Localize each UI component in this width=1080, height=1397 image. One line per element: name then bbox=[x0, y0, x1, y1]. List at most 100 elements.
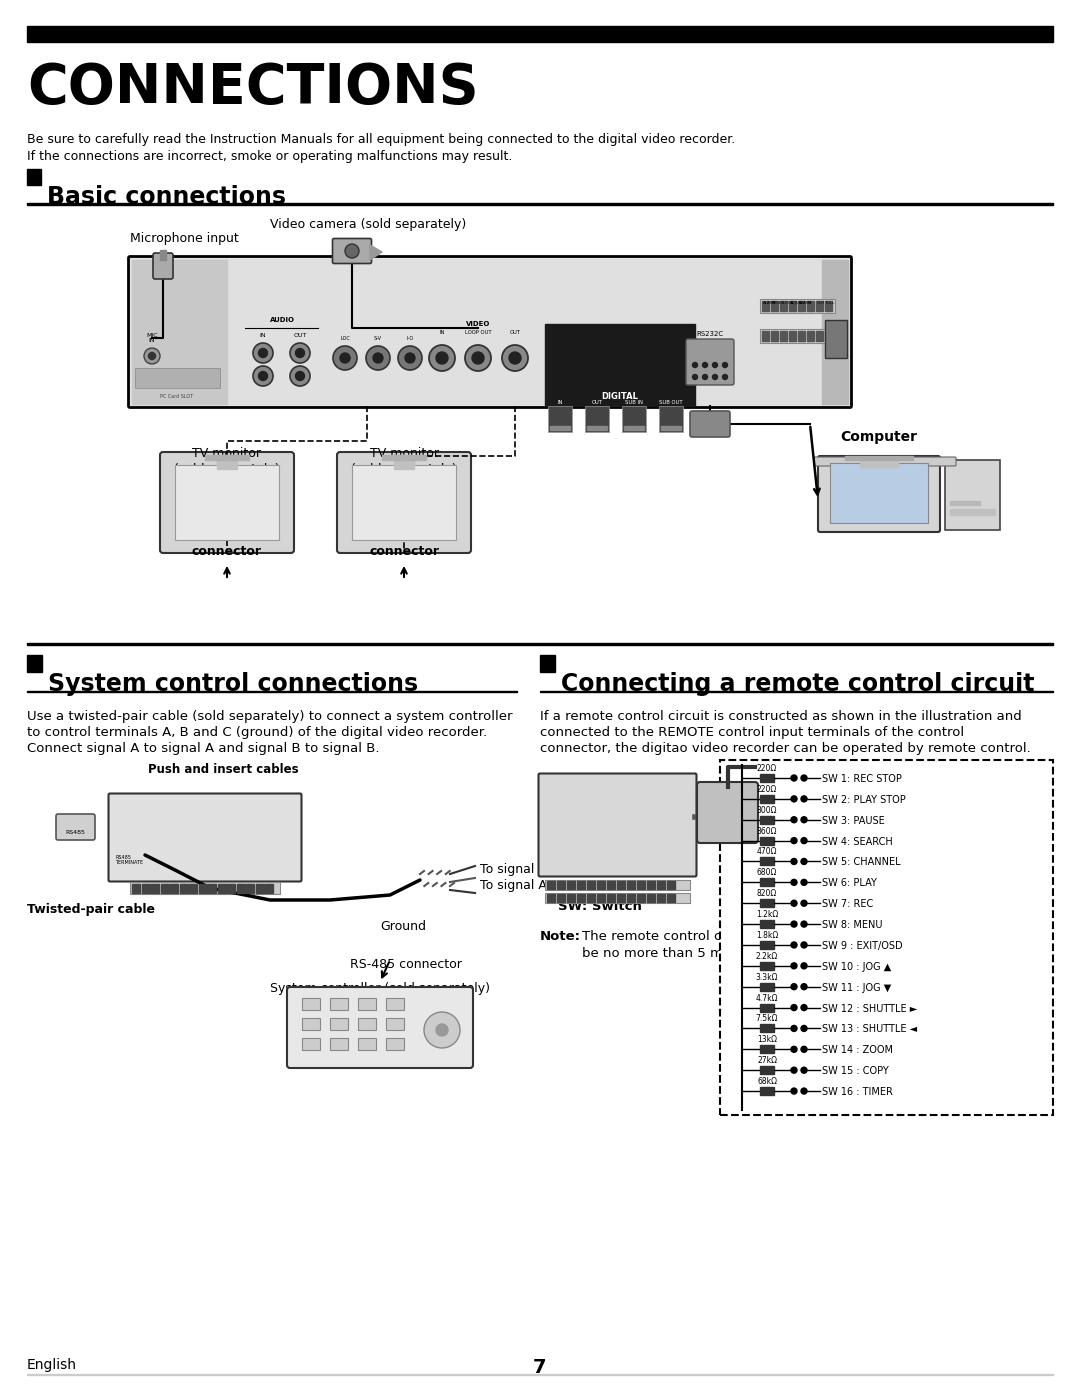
Text: 220Ω: 220Ω bbox=[757, 764, 778, 773]
Circle shape bbox=[791, 1004, 797, 1010]
Text: OUT: OUT bbox=[592, 400, 603, 405]
Bar bbox=[352, 465, 456, 541]
FancyBboxPatch shape bbox=[690, 411, 730, 437]
Bar bbox=[760, 879, 774, 886]
Bar bbox=[540, 690, 1053, 692]
Circle shape bbox=[801, 1025, 807, 1031]
Circle shape bbox=[791, 817, 797, 823]
Bar bbox=[208, 884, 216, 893]
FancyBboxPatch shape bbox=[686, 339, 734, 386]
Text: 1.8kΩ: 1.8kΩ bbox=[756, 930, 778, 940]
Text: SUB OUT: SUB OUT bbox=[659, 400, 683, 405]
Text: 300Ω: 300Ω bbox=[757, 806, 778, 814]
Circle shape bbox=[791, 963, 797, 970]
Text: RS232C: RS232C bbox=[697, 331, 724, 337]
Bar bbox=[789, 300, 796, 312]
Circle shape bbox=[801, 817, 807, 823]
Text: ALARM: ALARM bbox=[762, 300, 777, 305]
Bar bbox=[588, 894, 595, 902]
Text: IN: IN bbox=[440, 330, 445, 335]
Bar bbox=[627, 894, 635, 902]
Bar bbox=[667, 894, 675, 902]
Text: DIGITAL: DIGITAL bbox=[602, 393, 638, 401]
Circle shape bbox=[801, 1088, 807, 1094]
Bar bbox=[567, 882, 575, 888]
Bar bbox=[141, 884, 149, 893]
Bar bbox=[175, 465, 279, 541]
Bar bbox=[302, 1018, 320, 1030]
Circle shape bbox=[702, 374, 707, 380]
Bar bbox=[657, 894, 665, 902]
Bar bbox=[545, 324, 696, 407]
Bar bbox=[386, 997, 404, 1010]
Bar bbox=[816, 331, 823, 341]
Bar bbox=[798, 300, 805, 312]
Bar bbox=[132, 260, 227, 404]
Text: FULL: FULL bbox=[826, 300, 835, 305]
Circle shape bbox=[801, 1067, 807, 1073]
Bar bbox=[577, 894, 585, 902]
Bar bbox=[546, 894, 555, 902]
Text: Connect signal A to signal A and signal B to signal B.: Connect signal A to signal A and signal … bbox=[27, 742, 379, 754]
Text: System control connections: System control connections bbox=[48, 672, 418, 696]
Text: 32C: 32C bbox=[55, 820, 77, 830]
Circle shape bbox=[424, 1011, 460, 1048]
Text: SW 3: PAUSE: SW 3: PAUSE bbox=[822, 816, 885, 826]
Text: 360Ω: 360Ω bbox=[757, 827, 778, 835]
Bar bbox=[577, 882, 585, 888]
Text: SW 6: PLAY: SW 6: PLAY bbox=[822, 879, 877, 888]
Bar bbox=[760, 900, 774, 907]
Bar bbox=[330, 1038, 348, 1051]
Circle shape bbox=[791, 796, 797, 802]
Text: ADJUST: ADJUST bbox=[789, 300, 805, 305]
Circle shape bbox=[723, 374, 728, 380]
Bar bbox=[807, 331, 814, 341]
Bar bbox=[789, 331, 796, 341]
Text: 820Ω: 820Ω bbox=[757, 890, 778, 898]
Bar bbox=[762, 300, 769, 312]
Text: Twisted-pair cable: Twisted-pair cable bbox=[27, 902, 156, 916]
Bar bbox=[357, 1018, 376, 1030]
Bar bbox=[617, 882, 625, 888]
FancyBboxPatch shape bbox=[539, 774, 697, 876]
Bar bbox=[816, 300, 823, 312]
Bar bbox=[845, 455, 913, 460]
Circle shape bbox=[791, 775, 797, 781]
Circle shape bbox=[373, 353, 383, 363]
Bar bbox=[27, 169, 41, 184]
Bar bbox=[132, 884, 140, 893]
Bar bbox=[357, 1038, 376, 1051]
Bar bbox=[860, 460, 897, 467]
FancyBboxPatch shape bbox=[818, 455, 940, 532]
Bar bbox=[825, 320, 847, 358]
Text: PC Card SLOT: PC Card SLOT bbox=[160, 394, 193, 398]
Circle shape bbox=[436, 352, 448, 365]
Circle shape bbox=[149, 352, 156, 359]
Text: S-VIDEO IN
connector: S-VIDEO IN connector bbox=[189, 529, 265, 557]
Circle shape bbox=[723, 362, 728, 367]
Circle shape bbox=[509, 352, 521, 365]
Text: OUT: OUT bbox=[294, 332, 307, 338]
Text: SW 4: SEARCH: SW 4: SEARCH bbox=[822, 837, 893, 847]
Bar bbox=[588, 426, 607, 430]
Bar bbox=[760, 921, 774, 928]
Bar bbox=[760, 795, 774, 803]
Text: 3.3kΩ: 3.3kΩ bbox=[756, 972, 779, 982]
Text: If the connections are incorrect, smoke or operating malfunctions may result.: If the connections are incorrect, smoke … bbox=[27, 149, 512, 163]
Circle shape bbox=[366, 346, 390, 370]
Bar bbox=[720, 760, 1053, 1115]
Bar bbox=[567, 894, 575, 902]
Circle shape bbox=[791, 1025, 797, 1031]
Bar bbox=[771, 300, 778, 312]
Text: TV monitor
(sold separately): TV monitor (sold separately) bbox=[351, 447, 457, 476]
Text: VIDEO IN
connector: VIDEO IN connector bbox=[369, 529, 438, 557]
FancyBboxPatch shape bbox=[814, 457, 956, 467]
Bar bbox=[540, 655, 555, 672]
Text: RESET: RESET bbox=[772, 300, 784, 305]
Text: SW 11 : JOG ▼: SW 11 : JOG ▼ bbox=[822, 982, 891, 993]
Text: SW 8: MENU: SW 8: MENU bbox=[822, 921, 882, 930]
Text: connector, the digitao video recorder can be operated by remote control.: connector, the digitao video recorder ca… bbox=[540, 742, 1030, 754]
Bar bbox=[760, 858, 774, 866]
FancyBboxPatch shape bbox=[56, 814, 95, 840]
Bar bbox=[382, 455, 426, 460]
